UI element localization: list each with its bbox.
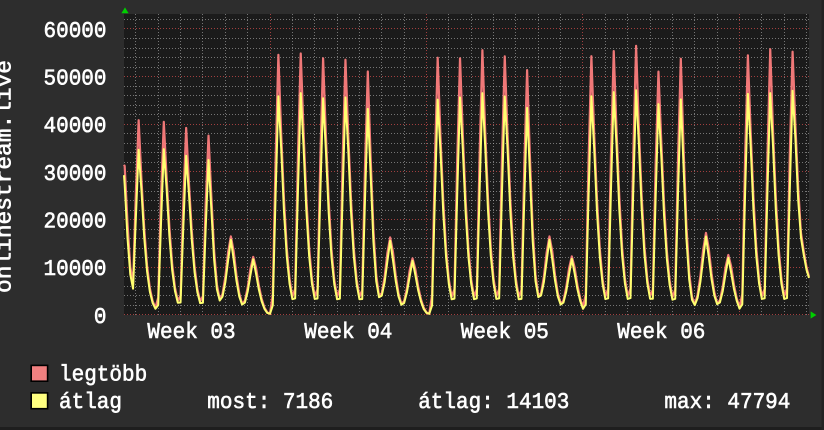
svg-text:60000: 60000	[44, 18, 107, 44]
svg-text:Week 03: Week 03	[147, 319, 235, 345]
svg-text:40000: 40000	[44, 113, 107, 139]
svg-text:legtöbb: legtöbb	[59, 362, 147, 388]
svg-text:20000: 20000	[44, 209, 107, 235]
svg-text:Week 04: Week 04	[304, 319, 392, 345]
svg-text:10000: 10000	[44, 256, 107, 282]
svg-text:most: 7186: most: 7186	[207, 389, 333, 415]
svg-text:max: 47794: max: 47794	[664, 389, 790, 415]
svg-text:átlag: átlag	[59, 389, 122, 415]
svg-text:50000: 50000	[44, 66, 107, 92]
svg-text:onlinestream.live: onlinestream.live	[0, 60, 18, 293]
svg-text:0: 0	[94, 304, 107, 330]
svg-text:átlag: 14103: átlag: 14103	[418, 389, 569, 415]
svg-text:Week 06: Week 06	[617, 319, 705, 345]
svg-text:30000: 30000	[44, 161, 107, 187]
svg-text:Week 05: Week 05	[461, 319, 549, 345]
